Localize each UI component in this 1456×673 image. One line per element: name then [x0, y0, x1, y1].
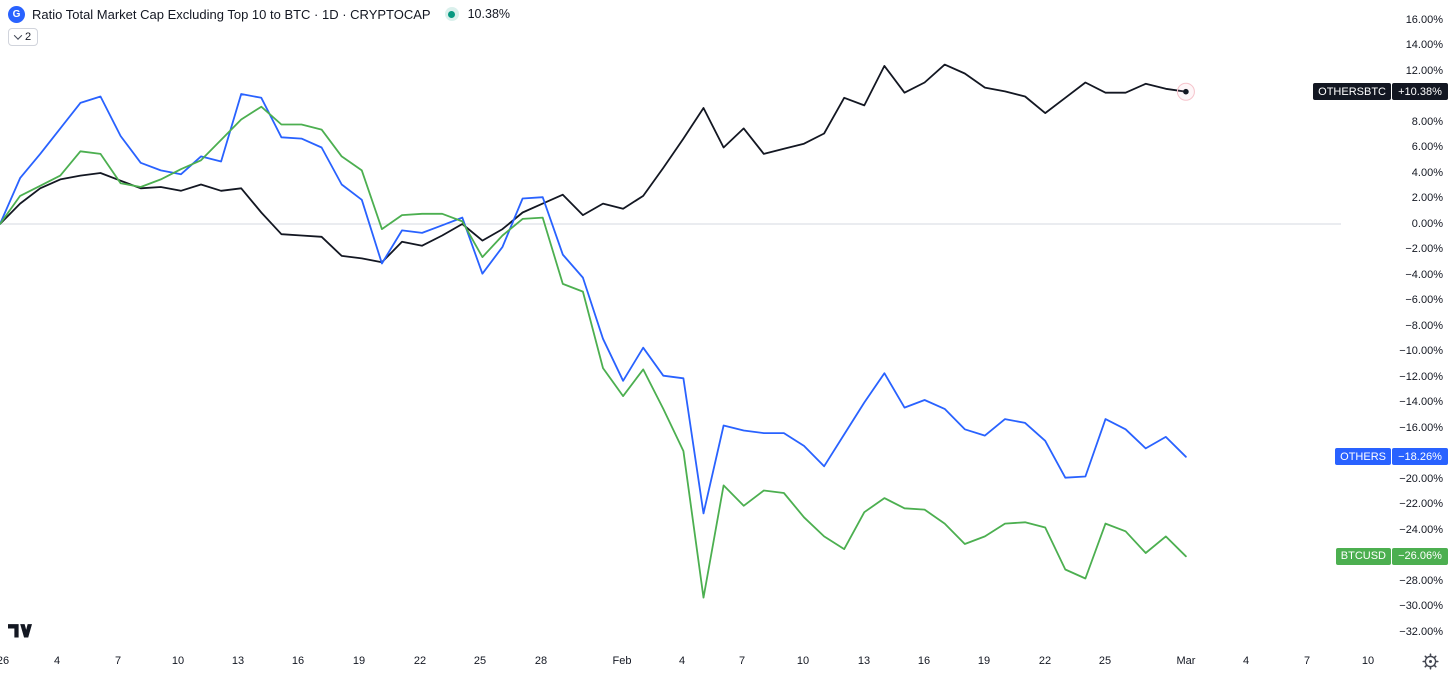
price-tag-value: +10.38% [1392, 83, 1448, 101]
time-tick-label: 16 [291, 655, 305, 667]
price-tick-label: −24.00% [1399, 523, 1443, 536]
price-tick-label: −4.00% [1405, 268, 1443, 281]
time-tick-label: 7 [1303, 655, 1311, 667]
price-tag-btcusd: BTCUSD −26.06% [1335, 547, 1448, 565]
price-tag-name: BTCUSD [1335, 547, 1391, 565]
time-tick-label: 10 [171, 655, 185, 667]
time-tick-label: 25 [1098, 655, 1112, 667]
legend-collapse-count: 2 [24, 31, 32, 43]
series-line-othersbtc[interactable] [0, 63, 1187, 264]
price-tag-name: OTHERS [1335, 448, 1391, 466]
tradingview-logo[interactable] [8, 623, 32, 639]
time-tick-label: 13 [857, 655, 871, 667]
price-tick-label: −2.00% [1405, 243, 1443, 255]
time-axis[interactable]: 26 4 7 10 13 16 19 22 25 28 Feb 4 7 10 13 16 19 22 25 Mar 4 7… [0, 650, 1456, 673]
time-tick-label: Feb [612, 655, 632, 667]
time-tick-label: 4 [678, 655, 686, 667]
time-tick-label: 22 [413, 655, 427, 667]
price-tick-label: 8.00% [1411, 115, 1443, 128]
price-tick-label: 4.00% [1411, 166, 1443, 179]
price-tick-label: 2.00% [1411, 192, 1443, 204]
time-tick-label: 10 [1361, 655, 1375, 667]
series-line-btcusd[interactable] [0, 105, 1187, 599]
price-tick-label: −14.00% [1399, 396, 1443, 408]
time-tick-label: Mar [1176, 655, 1196, 667]
price-tick-label: −30.00% [1399, 600, 1443, 612]
price-tag-value: −18.26% [1392, 448, 1448, 466]
price-tick-label: −28.00% [1399, 574, 1443, 587]
price-tick-label: −8.00% [1405, 319, 1443, 332]
legend-last-value: 10.38% [467, 7, 511, 21]
symbol-logo-icon: G [8, 5, 25, 23]
price-tick-label: 0.00% [1411, 217, 1443, 230]
time-tick-label: 22 [1038, 655, 1052, 667]
price-tick-label: 12.00% [1405, 64, 1443, 77]
time-tick-label: 4 [53, 655, 61, 667]
legend-title: Ratio Total Market Cap Excluding Top 10 … [32, 6, 431, 22]
time-tick-label: 13 [231, 655, 245, 667]
price-tag-others: OTHERS −18.26% [1335, 448, 1448, 466]
price-tick-label: −16.00% [1399, 421, 1443, 434]
time-tick-label: 16 [917, 655, 931, 667]
price-tick-label: −6.00% [1405, 294, 1443, 306]
legend-main-row[interactable]: G Ratio Total Market Cap Excluding Top 1… [8, 5, 510, 23]
axis-settings-gear-icon[interactable] [1422, 653, 1439, 670]
price-tick-label: 14.00% [1405, 39, 1443, 51]
time-tick-label: 26 [0, 655, 10, 667]
time-tick-label: 7 [738, 655, 746, 667]
time-tick-label: 19 [977, 655, 991, 667]
time-tick-label: 19 [352, 655, 366, 667]
chart-canvas[interactable] [0, 0, 1341, 650]
price-tag-othersbtc: OTHERSBTC +10.38% [1313, 83, 1448, 101]
price-tick-label: −22.00% [1399, 498, 1443, 510]
time-tick-label: 10 [796, 655, 810, 667]
legend: G Ratio Total Market Cap Excluding Top 1… [8, 5, 510, 46]
price-axis[interactable]: 16.00%14.00%12.00%10.00%8.00%6.00%4.00%2… [1341, 0, 1456, 650]
chevron-down-icon [13, 31, 23, 40]
price-tick-label: −10.00% [1399, 345, 1443, 357]
time-tick-label: 7 [114, 655, 122, 667]
price-tick-label: −32.00% [1399, 625, 1443, 638]
status-dot-core [448, 10, 456, 18]
time-tick-label: 28 [534, 655, 548, 667]
market-status-dot-icon [444, 7, 459, 21]
price-tag-value: −26.06% [1392, 547, 1448, 565]
time-tick-label: 25 [473, 655, 487, 667]
time-tick-label: 4 [1242, 655, 1250, 667]
price-tick-label: 6.00% [1411, 141, 1443, 153]
legend-collapse-button[interactable]: 2 [8, 28, 38, 46]
price-tag-name: OTHERSBTC [1313, 83, 1391, 101]
series-line-others[interactable] [0, 93, 1187, 515]
price-tick-label: −20.00% [1399, 472, 1443, 485]
price-tick-label: −12.00% [1399, 370, 1443, 383]
last-value-dot [1183, 88, 1189, 95]
price-tick-label: 16.00% [1405, 13, 1443, 26]
